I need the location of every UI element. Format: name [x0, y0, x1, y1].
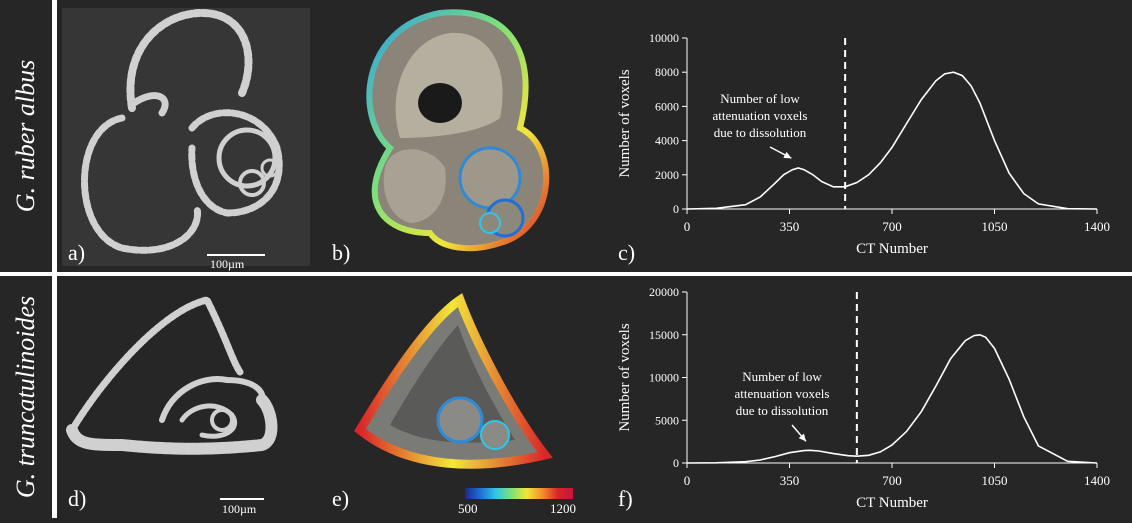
scale-bar-label-a: 100µm — [210, 257, 245, 271]
panel-label-f: f) — [618, 486, 633, 511]
annotation-line: due to dissolution — [736, 403, 829, 418]
panel-a-ct-slice: 100µm a) — [62, 8, 310, 271]
y-tick-label: 20000 — [649, 285, 679, 299]
scale-bar-a — [207, 254, 265, 256]
y-tick-label: 10000 — [649, 31, 679, 45]
x-tick-label: 1400 — [1084, 219, 1110, 234]
species-label-bottom: G. truncatulinoides — [11, 295, 40, 499]
y-tick-label: 6000 — [655, 99, 679, 113]
colorbar-max-label: 1200 — [550, 501, 576, 516]
panel-c-histogram: 0 2000 4000 6000 8000 10000 0 350 700 1050 1400 CT … — [596, 8, 1126, 270]
scale-bar-d — [220, 498, 264, 500]
ct-slice-image-a — [81, 8, 283, 254]
y-axis-label: Number of voxels — [617, 69, 633, 177]
annotation-line: attenuation voxels — [713, 108, 808, 123]
annotation-arrowhead — [783, 151, 792, 159]
histogram-chart-c: 0 2000 4000 6000 8000 10000 0 350 700 1050 1400 CT … — [617, 31, 1110, 257]
3d-render-image-e — [354, 293, 553, 469]
histogram-chart-f: 0 5000 10000 15000 20000 0 350 700 1050 1400 CT Nu… — [617, 285, 1110, 511]
y-axis-label: Number of voxels — [617, 323, 633, 431]
histogram-series-line — [686, 333, 1098, 464]
x-axis-label: CT Number — [856, 495, 928, 511]
panel-label-a: a) — [68, 240, 86, 265]
x-tick-label: 0 — [684, 473, 691, 488]
colorbar-min-label: 500 — [458, 501, 478, 516]
x-tick-label: 1400 — [1084, 473, 1110, 488]
x-tick-label: 350 — [780, 219, 800, 234]
vertical-divider — [52, 0, 57, 518]
scale-bar-label-d: 100µm — [222, 502, 257, 516]
y-tick-label: 5000 — [655, 413, 679, 427]
x-tick-label: 0 — [684, 219, 691, 234]
histogram-series-line — [686, 71, 1098, 210]
ct-slice-image-d — [66, 295, 278, 455]
colorbar-gradient — [465, 488, 573, 499]
panel-d-ct-slice: 100µm d) — [62, 280, 310, 516]
panel-e-3d-render: 500 1200 e) — [330, 280, 580, 516]
panel-label-d: d) — [68, 486, 87, 511]
x-tick-label: 1050 — [982, 473, 1008, 488]
annotation-arrowhead — [798, 433, 806, 442]
y-tick-label: 0 — [673, 202, 679, 216]
panel-b-3d-render: b) — [330, 8, 570, 270]
panel-label-c: c) — [618, 240, 636, 265]
panel-f-histogram: 0 5000 10000 15000 20000 0 350 700 1050 1400 CT Nu… — [596, 280, 1126, 518]
y-tick-label: 10000 — [649, 371, 679, 385]
y-tick-label: 4000 — [655, 134, 679, 148]
species-label-top: G. ruber albus — [11, 59, 40, 213]
y-tick-label: 0 — [673, 456, 679, 470]
x-axis-label: CT Number — [856, 241, 928, 257]
y-tick-label: 8000 — [655, 65, 679, 79]
x-tick-label: 700 — [882, 219, 902, 234]
x-tick-label: 1050 — [982, 219, 1008, 234]
x-tick-label: 700 — [882, 473, 902, 488]
x-tick-label: 350 — [780, 473, 800, 488]
annotation-line: Number of low — [742, 369, 822, 384]
annotation-line: attenuation voxels — [735, 386, 830, 401]
horizontal-divider — [0, 272, 1132, 276]
panel-label-b: b) — [332, 240, 351, 265]
3d-render-image-b — [366, 9, 550, 252]
annotation-line: due to dissolution — [714, 125, 807, 140]
annotation-line: Number of low — [720, 91, 800, 106]
panel-label-e: e) — [332, 486, 350, 511]
row-label-panel-top: G. ruber albus — [0, 0, 52, 272]
y-tick-label: 15000 — [649, 328, 679, 342]
y-tick-label: 2000 — [655, 168, 679, 182]
row-label-panel-bottom: G. truncatulinoides — [0, 276, 52, 518]
